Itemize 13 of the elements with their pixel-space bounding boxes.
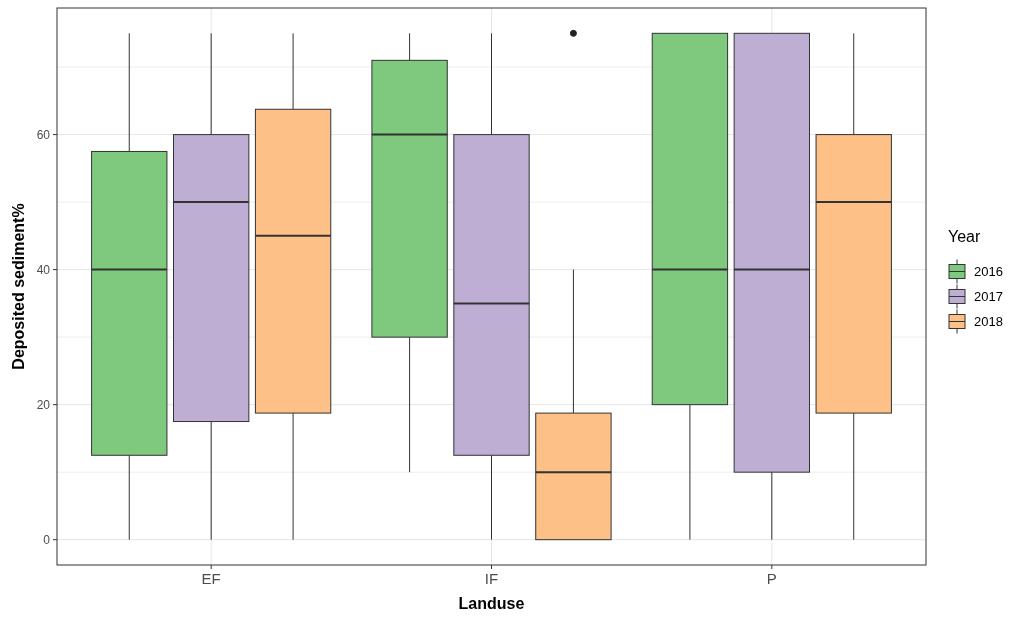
y-tick-label: 60 (36, 127, 51, 142)
legend-label: 2016 (974, 264, 1003, 280)
y-tick-label: 20 (36, 397, 51, 412)
legend-label: 2018 (974, 314, 1003, 330)
legend-label: 2017 (974, 289, 1003, 305)
x-tick-label: EF (201, 570, 221, 587)
y-tick-label: 40 (36, 262, 51, 277)
x-tick-label: P (766, 570, 777, 587)
y-tick-label: 0 (43, 532, 51, 547)
x-axis-title: Landuse (458, 595, 525, 612)
y-axis-title: Deposited sediment% (10, 203, 27, 370)
x-tick-label: IF (484, 570, 499, 587)
legend-title: Year (948, 227, 981, 245)
